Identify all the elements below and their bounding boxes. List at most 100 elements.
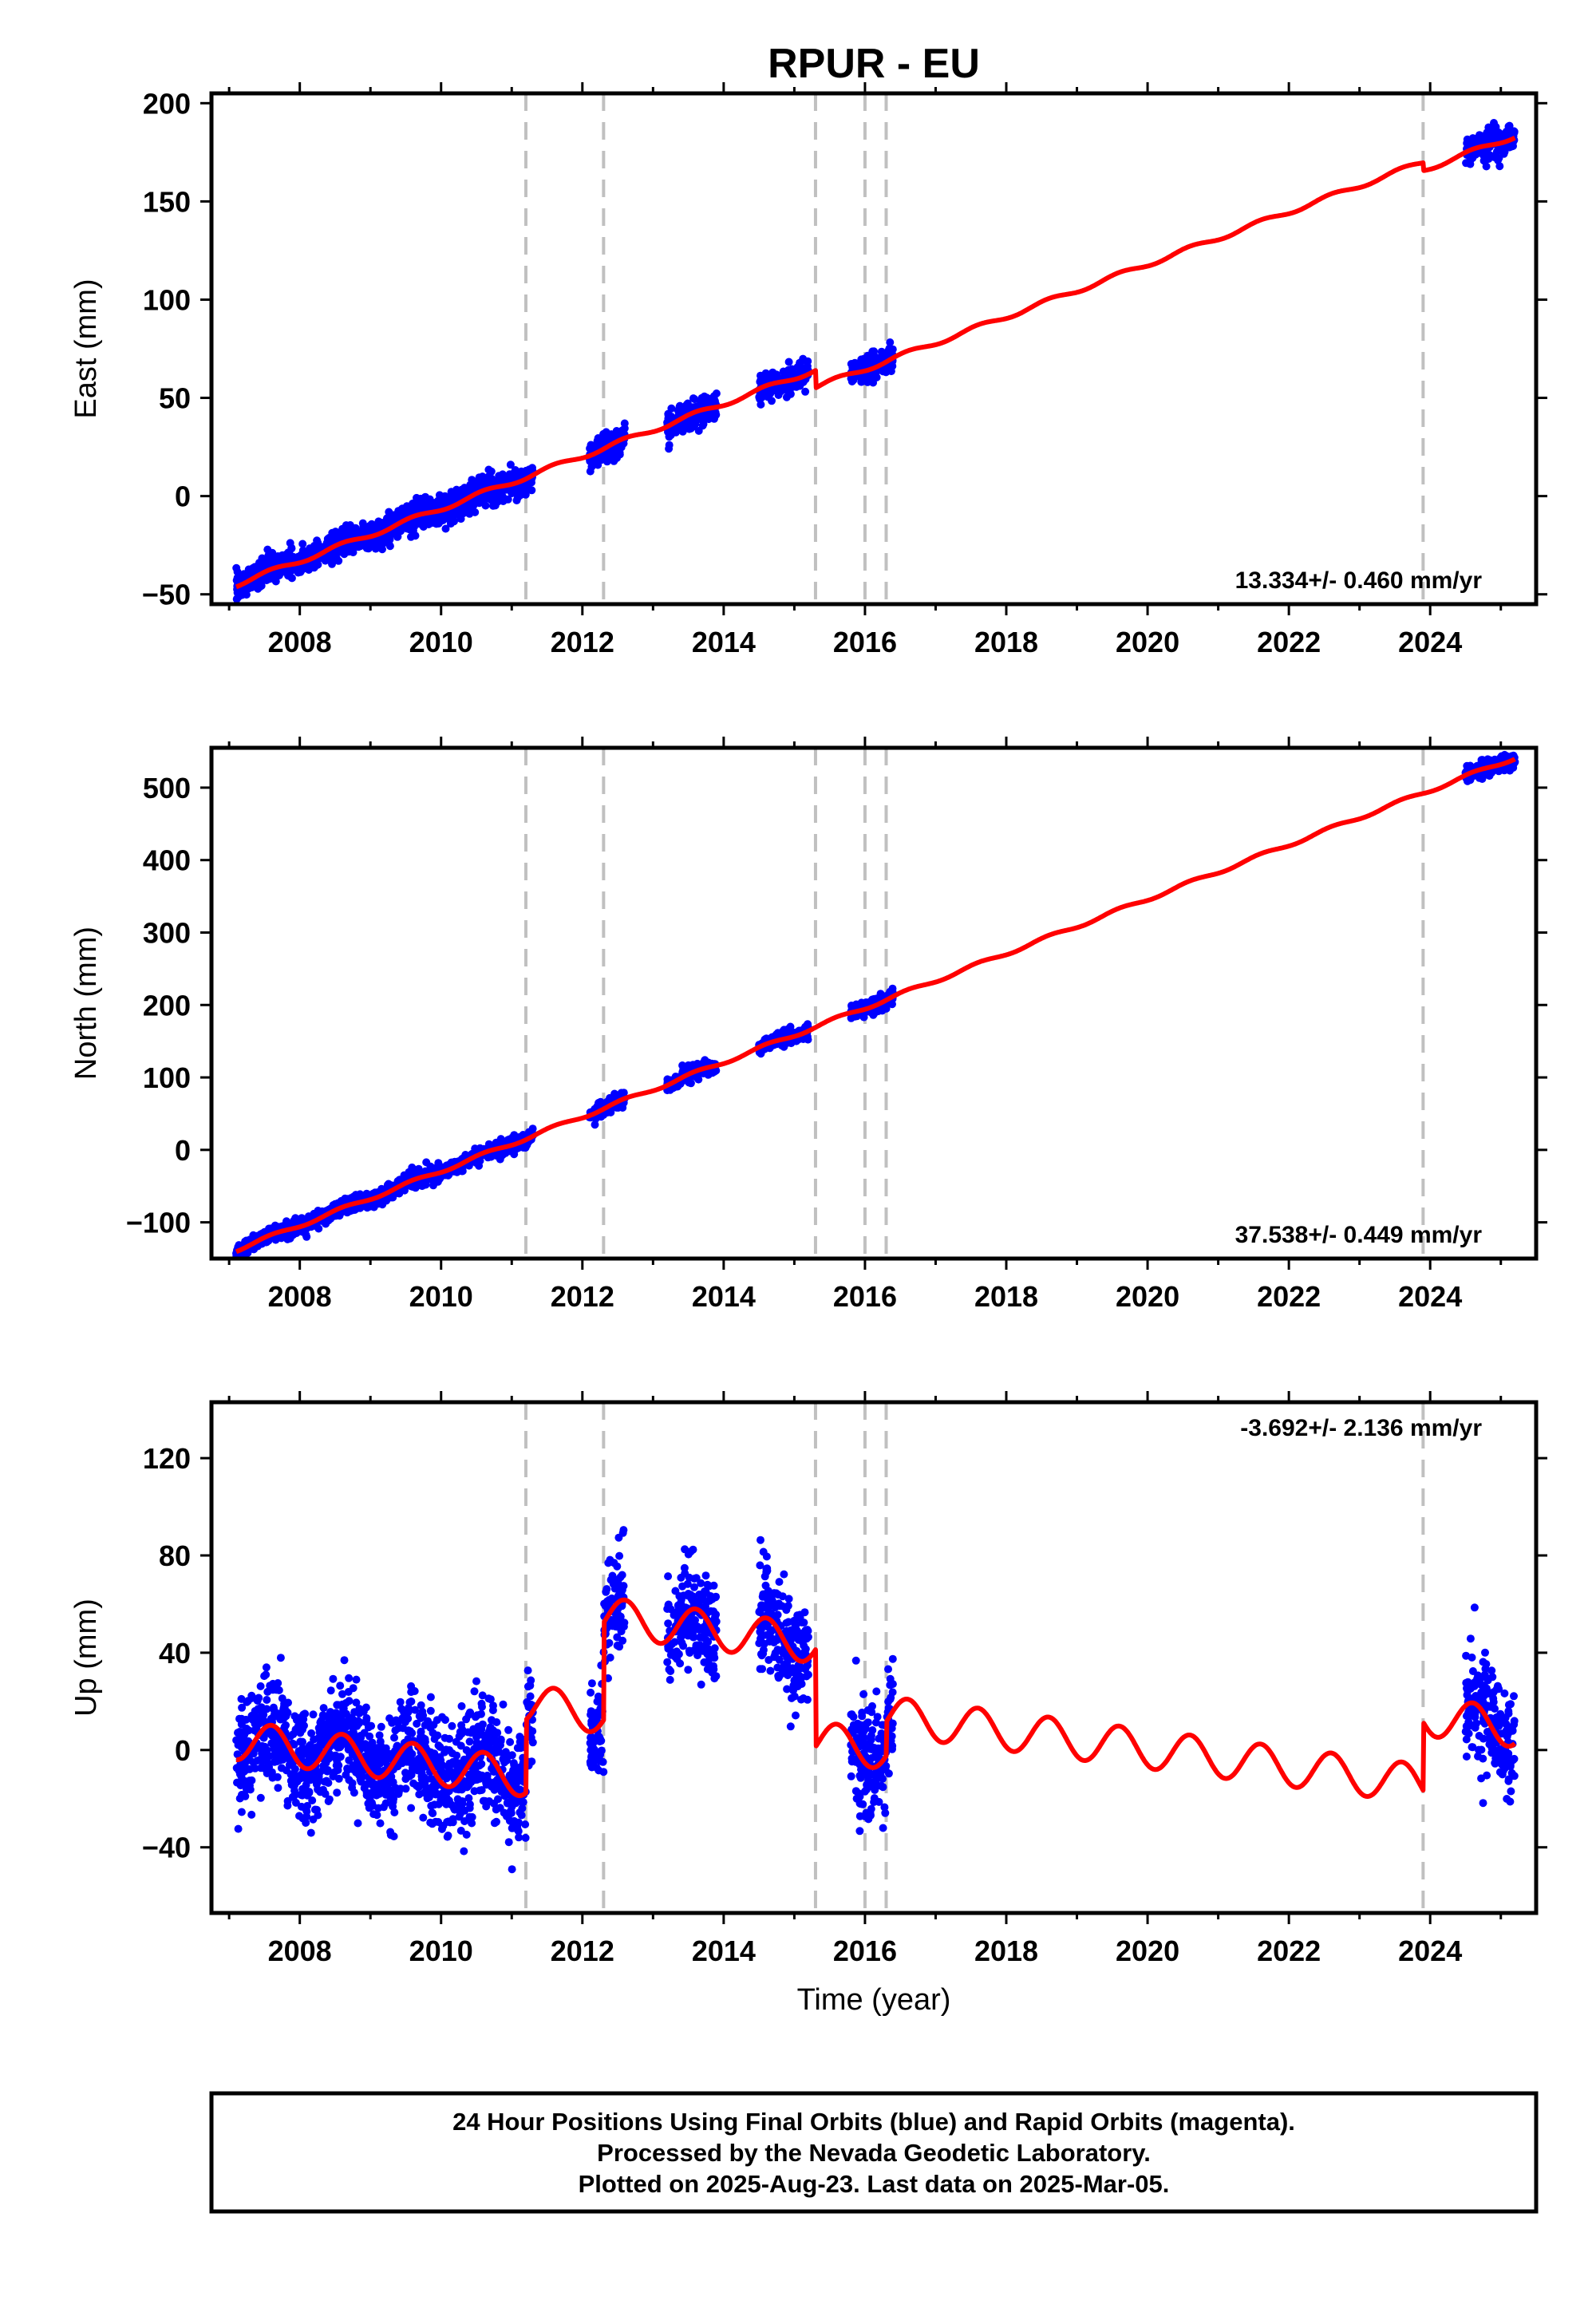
data-point [780,1042,788,1051]
data-point [872,373,881,381]
data-point [701,395,710,404]
data-point [232,595,241,603]
data-point [235,606,243,614]
east-event-lines [523,93,1425,604]
data-point [523,1666,532,1675]
data-point [499,1700,508,1709]
data-point [859,360,867,369]
x-tick-label: 2014 [692,626,756,658]
x-tick-label: 2008 [268,626,332,658]
x-tick-label: 2022 [1257,1280,1321,1313]
data-point [378,545,386,554]
data-point [1462,159,1471,168]
data-point [417,494,425,503]
data-point [786,389,795,398]
data-point [801,387,810,396]
data-point [1469,136,1478,145]
data-point [522,481,531,490]
data-point [457,485,466,494]
data-point [253,579,262,588]
data-point [407,532,415,541]
north-event-lines [523,748,1425,1259]
data-point [1494,156,1503,164]
data-point [263,560,272,569]
data-point [487,495,496,504]
up-panel: 2008 2010 2012 2014 2016 2018 2020 2022 2024−400… [69,1391,1547,1967]
data-point [772,386,780,395]
x-tick-label: 2016 [833,1280,897,1313]
data-point [487,1152,496,1161]
data-point [665,445,674,453]
data-point [472,1677,480,1686]
data-point [287,574,296,583]
data-point [847,377,856,385]
y-tick-label: 100 [143,283,191,316]
data-point [352,1675,361,1684]
data-point [475,1161,484,1170]
data-point [1495,767,1503,776]
x-tick-label: 2024 [1398,626,1462,658]
y-tick-label: 300 [143,916,191,949]
data-point [271,577,280,586]
up-data-points [232,1526,1519,1874]
data-point [1499,149,1508,158]
data-point [376,521,385,530]
y-tick-label: 200 [143,87,191,120]
data-point [402,502,411,511]
data-point [333,1788,342,1797]
data-point [396,1697,405,1706]
y-tick-label: 200 [143,989,191,1022]
data-point [857,377,866,386]
y-tick-label: 0 [175,480,191,513]
y-tick-label: 0 [175,1134,191,1167]
north-y-axis-title: North (mm) [69,927,103,1080]
data-point [247,1810,256,1819]
data-point [615,450,624,459]
data-point [1476,131,1483,140]
data-point [473,479,482,488]
y-tick-label: 400 [143,844,191,877]
data-point [271,556,279,565]
data-point [281,567,290,575]
data-point [279,552,286,560]
x-tick-label: 2008 [268,1280,332,1313]
data-point [886,338,895,346]
east-model-line [234,136,1517,590]
north-panel: 2008 2010 2012 2014 2016 2018 2020 2022 2024−100… [69,737,1547,1313]
data-point [419,523,428,531]
data-point [768,397,776,405]
data-point [686,1079,695,1088]
data-point [264,551,273,560]
data-point [490,1819,499,1828]
data-point [494,475,503,484]
data-point [504,1838,513,1847]
data-point [256,1793,265,1802]
east-rate-label: 13.334+/- 0.460 mm/yr [1235,567,1483,594]
data-point [359,522,368,531]
data-point [513,493,522,502]
x-tick-label: 2020 [1116,626,1179,658]
data-point [678,1061,687,1069]
data-point [606,1108,615,1117]
data-point [306,1828,315,1837]
data-point [882,368,891,377]
data-point [429,501,437,510]
data-point [471,508,480,516]
data-point [506,471,514,480]
data-point [499,492,508,501]
data-point [587,441,596,450]
data-point [409,527,417,535]
data-point [712,389,721,397]
y-tick-label: −50 [142,579,191,611]
data-point [796,358,804,367]
data-point [664,415,673,424]
data-point [594,440,602,449]
data-point [618,429,626,438]
x-tick-label: 2018 [974,1280,1038,1313]
data-point [1484,155,1493,164]
x-tick-label: 2010 [409,1280,473,1313]
data-point [451,495,460,504]
data-point [690,395,699,404]
data-point [866,354,875,362]
